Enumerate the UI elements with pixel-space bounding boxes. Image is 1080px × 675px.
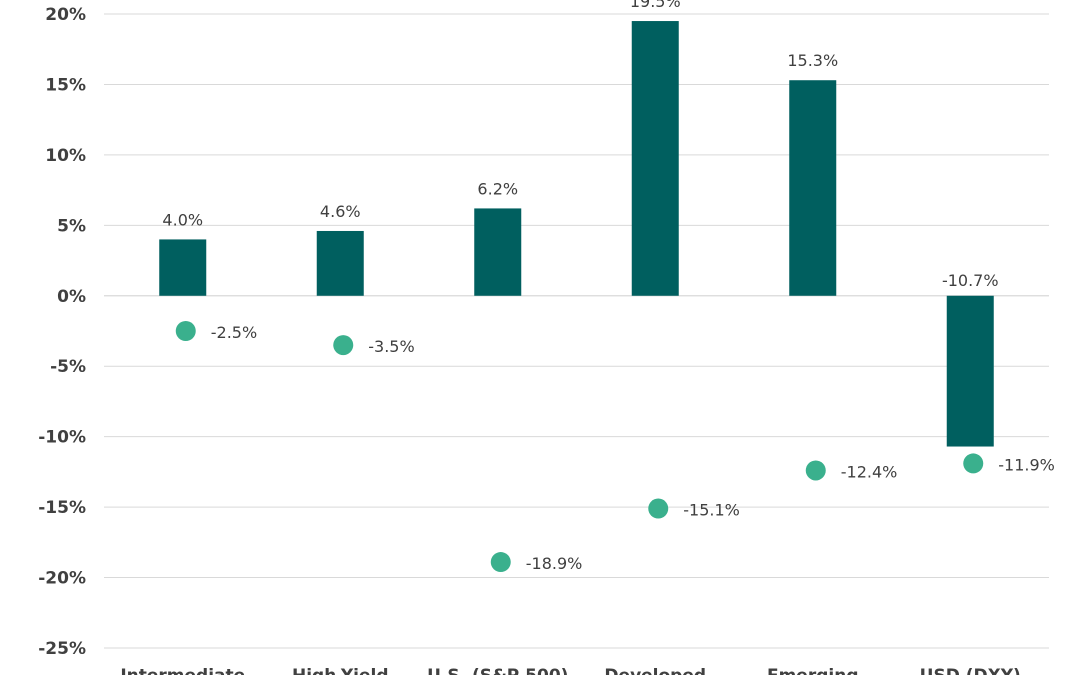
dot-data-label: -3.5% [368, 337, 414, 356]
y-tick-label: 0% [57, 287, 86, 307]
bar-data-label: 4.6% [320, 202, 361, 221]
dot-point [648, 498, 669, 519]
bar [789, 80, 837, 296]
y-tick-label: -15% [38, 498, 86, 518]
dot-data-label: -12.4% [841, 462, 898, 481]
y-tick-label: -25% [38, 639, 86, 659]
bar-series: 4.0% 4.6% 6.2% 19.5% 15.3% -10.7% [159, 0, 999, 447]
y-tick-label: -10% [38, 428, 86, 448]
dot-point [175, 321, 196, 341]
x-category-label: Developed [604, 666, 706, 675]
dot-point [963, 453, 984, 474]
y-tick-label: -5% [50, 357, 86, 377]
y-tick-label: 20% [45, 5, 86, 25]
y-tick-label: 15% [45, 75, 86, 95]
bar [474, 208, 522, 296]
dot-point [805, 460, 826, 481]
y-tick-label: 5% [57, 216, 86, 236]
x-axis: Intermediate High-Yield U.S. (S&P 500) Deve… [120, 666, 1021, 675]
bar-data-label: 6.2% [477, 179, 518, 198]
bar [159, 239, 207, 296]
x-category-label: High-Yield [292, 666, 389, 675]
bar-data-label: 19.5% [630, 0, 681, 11]
dot-data-label: -11.9% [998, 455, 1055, 474]
x-category-label: Emerging [767, 666, 859, 675]
dot-data-label: -2.5% [211, 323, 257, 342]
x-category-label: USD (DXY) [920, 666, 1021, 675]
dot-series: -2.5% -3.5% -18.9% -15.1% -12.4% -11.9% [175, 321, 1055, 573]
dot-data-label: -15.1% [683, 501, 740, 520]
x-category-label: U.S. (S&P 500) [427, 666, 568, 675]
gridlines [104, 13, 1049, 649]
bar-data-label: 15.3% [787, 51, 838, 70]
y-tick-label: -20% [38, 569, 86, 589]
y-tick-label: 10% [45, 146, 86, 166]
dot-point [333, 335, 354, 356]
bar [946, 295, 994, 447]
dot-point [490, 552, 511, 573]
bar-data-label: -10.7% [942, 271, 999, 290]
x-category-label: Intermediate [120, 666, 245, 675]
dot-data-label: -18.9% [526, 554, 583, 573]
bar [316, 230, 364, 296]
bar [631, 21, 679, 296]
bar-data-label: 4.0% [162, 210, 203, 229]
y-axis: 20% 15% 10% 5% 0% -5% -10% -15% -20% -25% [38, 5, 86, 659]
